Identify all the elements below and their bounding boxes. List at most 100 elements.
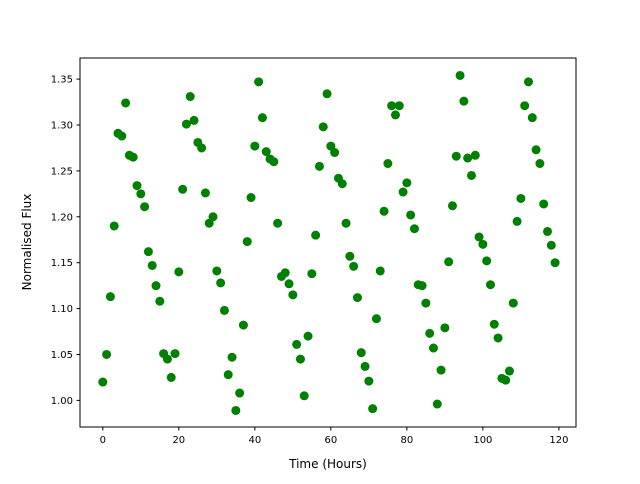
data-point xyxy=(231,405,241,415)
data-point xyxy=(451,151,461,161)
data-point xyxy=(318,122,328,132)
x-tick-label: 20 xyxy=(172,435,185,446)
data-point xyxy=(364,376,374,386)
data-point xyxy=(459,96,469,106)
y-tick-label: 1.25 xyxy=(51,166,73,177)
x-axis-ticks: 0 20 40 60 80 100 120 xyxy=(100,427,568,446)
data-point xyxy=(402,178,412,188)
data-point xyxy=(466,170,476,180)
data-point xyxy=(269,157,279,167)
data-point xyxy=(257,113,267,123)
data-point xyxy=(504,366,514,376)
y-tick-label: 1.05 xyxy=(51,350,73,361)
data-point xyxy=(535,159,545,169)
y-tick-label: 1.30 xyxy=(51,121,73,132)
data-point xyxy=(223,370,233,380)
y-tick-label: 1.35 xyxy=(51,75,73,86)
data-point xyxy=(512,216,522,226)
data-point xyxy=(470,150,480,160)
data-point xyxy=(288,290,298,300)
data-point xyxy=(493,333,503,343)
data-point xyxy=(280,268,290,278)
data-point xyxy=(546,240,556,250)
y-tick-label: 1.00 xyxy=(51,396,73,407)
data-point xyxy=(349,261,359,271)
y-tick-label: 1.20 xyxy=(51,212,73,223)
data-point xyxy=(102,349,112,359)
data-point xyxy=(261,147,271,157)
data-point xyxy=(284,279,294,289)
data-point xyxy=(356,348,366,358)
data-point xyxy=(200,188,210,198)
data-point xyxy=(542,226,552,236)
data-point xyxy=(352,293,362,303)
data-point xyxy=(398,187,408,197)
data-point xyxy=(440,323,450,333)
data-point xyxy=(132,181,142,191)
data-point xyxy=(368,404,378,414)
data-point xyxy=(216,278,226,288)
data-point xyxy=(246,193,256,203)
data-point xyxy=(155,296,165,306)
data-point xyxy=(311,230,321,240)
data-point xyxy=(425,328,435,338)
data-point xyxy=(292,339,302,349)
x-tick-label: 40 xyxy=(248,435,261,446)
data-point xyxy=(147,260,157,270)
data-point xyxy=(299,391,309,401)
data-point xyxy=(303,331,313,341)
x-tick-label: 100 xyxy=(473,435,492,446)
data-point xyxy=(447,201,457,211)
data-point xyxy=(520,101,530,111)
data-point xyxy=(128,152,138,162)
data-point xyxy=(170,349,180,359)
x-axis-label: Time (Hours) xyxy=(288,457,367,471)
data-point xyxy=(136,189,146,199)
data-point xyxy=(322,89,332,99)
data-point xyxy=(254,77,264,87)
data-point xyxy=(417,281,427,291)
data-point xyxy=(178,184,188,194)
x-tick-label: 60 xyxy=(324,435,337,446)
data-point xyxy=(151,281,161,291)
data-point xyxy=(463,153,473,163)
y-tick-label: 1.10 xyxy=(51,304,73,315)
data-point xyxy=(273,218,283,228)
data-point xyxy=(105,292,115,302)
data-point xyxy=(485,280,495,290)
data-point xyxy=(337,179,347,189)
data-point xyxy=(394,101,404,111)
data-point xyxy=(478,239,488,249)
data-point xyxy=(307,269,317,279)
data-point xyxy=(379,206,389,216)
data-point xyxy=(482,256,492,266)
data-point xyxy=(208,212,218,222)
data-point xyxy=(330,148,340,158)
data-point xyxy=(527,113,537,123)
data-points xyxy=(98,70,560,415)
data-point xyxy=(421,298,431,308)
data-point xyxy=(345,251,355,261)
data-point xyxy=(531,145,541,155)
data-point xyxy=(219,305,229,315)
x-tick-label: 0 xyxy=(100,435,106,446)
data-point xyxy=(375,266,385,276)
y-axis-label: Normalised Flux xyxy=(20,194,34,291)
data-point xyxy=(409,224,419,234)
data-point xyxy=(444,257,454,267)
data-point xyxy=(181,119,191,129)
data-point xyxy=(516,193,526,203)
data-point xyxy=(406,210,416,220)
data-point xyxy=(197,143,207,153)
data-point xyxy=(166,372,176,382)
data-point xyxy=(508,298,518,308)
data-point xyxy=(121,98,131,108)
data-point xyxy=(242,237,252,247)
data-point xyxy=(371,314,381,324)
data-point xyxy=(250,141,260,151)
data-point xyxy=(238,320,248,330)
x-tick-label: 120 xyxy=(549,435,568,446)
data-point xyxy=(109,221,119,231)
data-point xyxy=(489,319,499,329)
